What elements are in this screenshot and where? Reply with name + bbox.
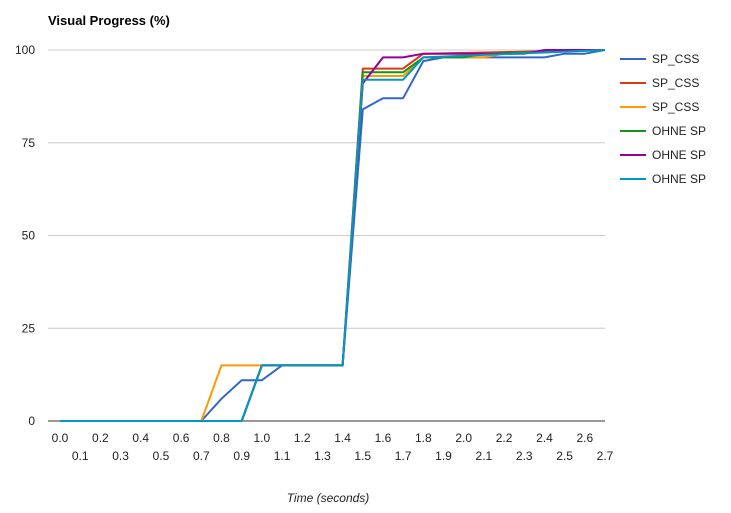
x-tick-label: 0.6 <box>173 431 190 445</box>
x-tick-label: 1.4 <box>334 431 351 445</box>
y-tick-label: 0 <box>28 414 35 428</box>
x-tick-label: 0.3 <box>112 449 129 463</box>
x-tick-label: 0.1 <box>72 449 89 463</box>
x-tick-label: 2.2 <box>496 431 513 445</box>
x-tick-label: 2.1 <box>476 449 493 463</box>
x-tick-label: 2.3 <box>516 449 533 463</box>
x-tick-label: 2.7 <box>597 449 614 463</box>
chart-title: Visual Progress (%) <box>48 13 170 28</box>
x-tick-label: 1.5 <box>354 449 371 463</box>
x-tick-label: 1.0 <box>254 431 271 445</box>
x-axis-ticks: 0.0 0.2 0.4 0.6 0.8 1.0 1.2 1.4 1.6 1.8 2.0 2.2 2.4 2… <box>52 431 614 463</box>
x-tick-label: 2.5 <box>556 449 573 463</box>
legend-item[interactable]: SP_CSS <box>620 76 699 90</box>
legend-label: OHNE SP <box>652 124 706 138</box>
x-tick-label: 2.0 <box>455 431 472 445</box>
legend-item[interactable]: OHNE SP <box>620 172 706 186</box>
x-tick-label: 0.2 <box>92 431 109 445</box>
x-tick-label: 1.3 <box>314 449 331 463</box>
legend-label: OHNE SP <box>652 172 706 186</box>
x-tick-label: 0.8 <box>213 431 230 445</box>
x-tick-label: 1.9 <box>435 449 452 463</box>
series-line-3 <box>60 49 606 422</box>
x-tick-label: 1.6 <box>375 431 392 445</box>
x-tick-label: 0.5 <box>153 449 170 463</box>
legend-item[interactable]: OHNE SP <box>620 124 706 138</box>
series-line-6 <box>60 49 606 422</box>
legend-item[interactable]: SP_CSS <box>620 100 699 114</box>
legend-item[interactable]: SP_CSS <box>620 52 699 66</box>
y-tick-label: 25 <box>22 321 36 335</box>
legend[interactable]: SP_CSS SP_CSS SP_CSS OHNE SP OHNE SP OHNE SP <box>620 52 706 186</box>
x-tick-label: 1.2 <box>294 431 311 445</box>
series-lines <box>60 49 606 422</box>
x-tick-label: 0.0 <box>52 431 69 445</box>
y-tick-label: 100 <box>15 43 35 57</box>
series-line-1 <box>60 49 606 422</box>
x-tick-label: 2.4 <box>536 431 553 445</box>
x-tick-label: 2.6 <box>576 431 593 445</box>
legend-label: SP_CSS <box>652 76 699 90</box>
x-tick-label: 1.8 <box>415 431 432 445</box>
legend-label: OHNE SP <box>652 148 706 162</box>
x-tick-label: 0.7 <box>193 449 210 463</box>
legend-item[interactable]: OHNE SP <box>620 148 706 162</box>
grid <box>48 49 605 422</box>
legend-label: SP_CSS <box>652 52 699 66</box>
x-tick-label: 0.4 <box>132 431 149 445</box>
y-axis-ticks: 0 25 50 75 100 <box>15 43 35 428</box>
x-axis-label: Time (seconds) <box>287 491 370 505</box>
y-tick-label: 75 <box>22 136 36 150</box>
y-tick-label: 50 <box>22 229 36 243</box>
x-tick-label: 0.9 <box>233 449 250 463</box>
legend-label: SP_CSS <box>652 100 699 114</box>
x-tick-label: 1.1 <box>274 449 291 463</box>
x-tick-label: 1.7 <box>395 449 412 463</box>
